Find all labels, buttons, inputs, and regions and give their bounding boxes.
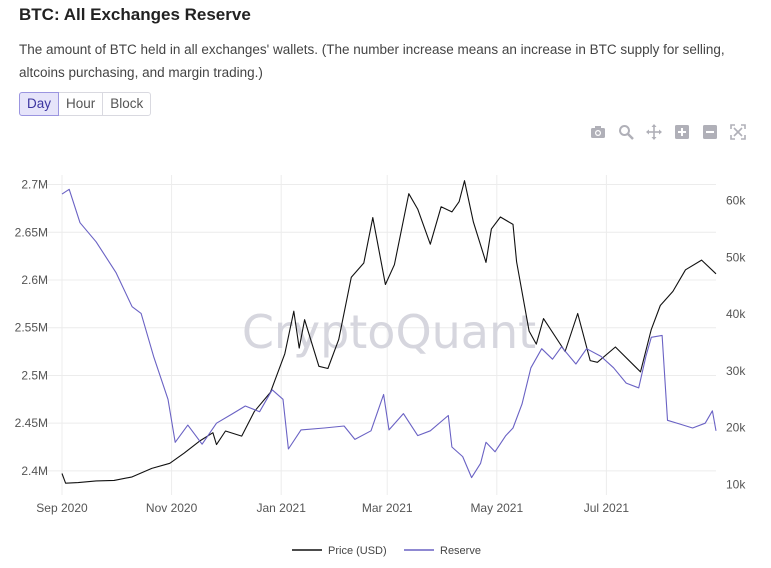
y-left-tick-label: 2.5M — [21, 368, 48, 382]
chart-modebar — [588, 123, 748, 141]
y-left-tick-label: 2.7M — [21, 178, 48, 192]
chart-series — [61, 180, 717, 484]
y-left-tick-label: 2.6M — [21, 273, 48, 287]
y-axis-left: 2.4M 2.45M 2.5M 2.55M 2.6M 2.65M 2.7M — [15, 178, 48, 478]
chart-description: The amount of BTC held in all exchanges'… — [19, 42, 725, 80]
y-right-tick-label: 30k — [726, 364, 746, 378]
chart-grid — [40, 175, 716, 495]
x-tick-label: Jul 2021 — [584, 501, 630, 515]
y-right-tick-label: 10k — [726, 477, 746, 491]
x-axis: Sep 2020 Nov 2020 Jan 2021 Mar 2021 May 2021… — [36, 501, 629, 515]
x-tick-label: Nov 2020 — [146, 501, 198, 515]
y-axis-right: 10k 20k 30k 40k 50k 60k — [726, 194, 746, 492]
y-right-tick-label: 40k — [726, 307, 746, 321]
price-series-line — [61, 180, 717, 484]
x-tick-label: Mar 2021 — [362, 501, 413, 515]
y-right-tick-label: 60k — [726, 194, 746, 208]
page-title: BTC: All Exchanges Reserve — [19, 5, 251, 24]
y-left-tick-label: 2.4M — [21, 464, 48, 478]
legend-price-label[interactable]: Price (USD) — [328, 545, 387, 557]
y-right-tick-label: 50k — [726, 250, 746, 264]
zoom-icon[interactable] — [616, 123, 636, 141]
autoscale-icon[interactable] — [728, 123, 748, 141]
zoom-out-icon[interactable] — [700, 123, 720, 141]
x-tick-label: May 2021 — [470, 501, 523, 515]
watermark: CryptoQuant — [242, 305, 536, 359]
reserve-series-line — [61, 188, 717, 479]
exchange-reserve-chart[interactable]: CryptoQuant 2.4M2.45M2.5M2.55M2.6M2.65M2… — [0, 150, 771, 568]
tab-block[interactable]: Block — [102, 92, 152, 116]
x-tick-label: Sep 2020 — [36, 501, 88, 515]
y-right-tick-label: 20k — [726, 421, 746, 435]
y-left-tick-label: 2.45M — [15, 416, 48, 430]
legend-reserve-label[interactable]: Reserve — [440, 545, 481, 557]
pan-icon[interactable] — [644, 123, 664, 141]
tab-hour[interactable]: Hour — [58, 92, 104, 116]
chart-legend: Price (USD) Reserve — [292, 545, 481, 557]
y-left-tick-label: 2.55M — [15, 321, 48, 335]
camera-icon[interactable] — [588, 123, 608, 141]
y-left-tick-label: 2.65M — [15, 225, 48, 239]
zoom-in-icon[interactable] — [672, 123, 692, 141]
tab-day[interactable]: Day — [19, 92, 60, 116]
resolution-tabs: Day Hour Block — [19, 92, 152, 116]
x-tick-label: Jan 2021 — [257, 501, 307, 515]
